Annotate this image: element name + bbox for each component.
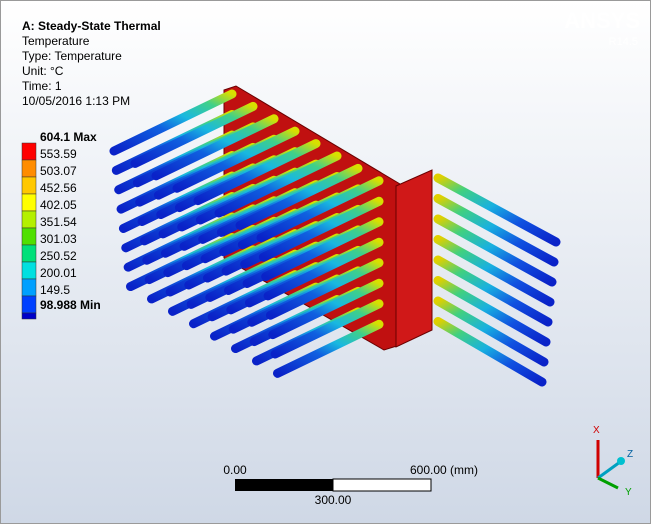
viewport: A: Steady-State Thermal Temperature Type… <box>0 0 651 524</box>
header-line: Unit: °C <box>22 64 64 78</box>
header-line: 10/05/2016 1:13 PM <box>22 94 130 108</box>
legend-label: 553.59 <box>40 147 77 161</box>
legend-swatch <box>22 194 36 211</box>
legend-swatch <box>22 228 36 245</box>
legend-swatch <box>22 313 36 319</box>
legend-label: 351.54 <box>40 215 77 229</box>
legend-label: 452.56 <box>40 181 77 195</box>
right-plate <box>396 170 432 347</box>
header-line: Temperature <box>22 34 90 48</box>
legend-label: 200.01 <box>40 266 77 280</box>
triad-x-label: X <box>593 425 600 436</box>
legend-label: 301.03 <box>40 232 77 246</box>
scale-middle: 300.00 <box>315 493 352 507</box>
legend-swatch <box>22 160 36 177</box>
logo: ANSYS <box>564 8 640 33</box>
legend-swatch <box>22 143 36 160</box>
scale-bar-black <box>235 479 333 491</box>
scale-bar-white <box>333 479 431 491</box>
legend-label: 503.07 <box>40 164 77 178</box>
triad-ball <box>617 457 625 465</box>
header-line: Type: Temperature <box>22 49 122 63</box>
logo-version: R14.5 <box>609 36 638 48</box>
legend-swatch <box>22 211 36 228</box>
header-line: Time: 1 <box>22 79 62 93</box>
legend-swatch <box>22 262 36 279</box>
legend-swatch <box>22 177 36 194</box>
legend-label: 250.52 <box>40 249 77 263</box>
triad-y-label: Y <box>625 487 632 498</box>
header-title: A: Steady-State Thermal <box>22 19 161 33</box>
legend-label: 402.05 <box>40 198 77 212</box>
legend-swatch <box>22 245 36 262</box>
triad-z-label: Z <box>627 449 633 460</box>
legend-label: 98.988 Min <box>40 298 101 312</box>
legend-swatch <box>22 279 36 296</box>
scale-start: 0.00 <box>223 463 247 477</box>
scale-end: 600.00 (mm) <box>410 463 478 477</box>
legend-label: 604.1 Max <box>40 130 97 144</box>
legend-label: 149.5 <box>40 283 70 297</box>
legend-swatch <box>22 296 36 313</box>
